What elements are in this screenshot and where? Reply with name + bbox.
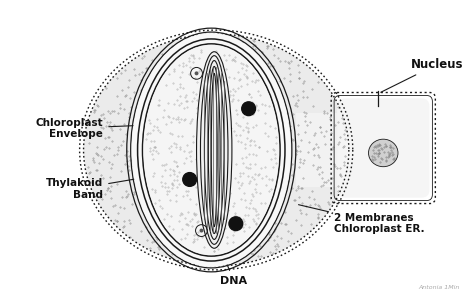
Text: Antonia 1Min: Antonia 1Min (419, 285, 460, 289)
FancyBboxPatch shape (337, 98, 429, 198)
Circle shape (242, 102, 255, 116)
Ellipse shape (143, 44, 280, 256)
Text: Nucleus: Nucleus (381, 58, 463, 92)
Text: Chloroplast
Envelope: Chloroplast Envelope (36, 118, 137, 139)
Circle shape (200, 229, 203, 233)
Circle shape (229, 217, 243, 231)
Circle shape (183, 173, 197, 186)
Ellipse shape (83, 34, 349, 266)
Text: 2 Membranes
Chloroplast ER.: 2 Membranes Chloroplast ER. (299, 205, 425, 234)
Circle shape (194, 71, 199, 75)
Polygon shape (296, 113, 429, 187)
Text: DNA: DNA (220, 253, 247, 286)
Ellipse shape (144, 45, 279, 255)
Ellipse shape (368, 139, 398, 167)
Ellipse shape (197, 52, 232, 248)
Ellipse shape (132, 33, 291, 267)
Text: Thylakoid
Band: Thylakoid Band (46, 170, 188, 200)
